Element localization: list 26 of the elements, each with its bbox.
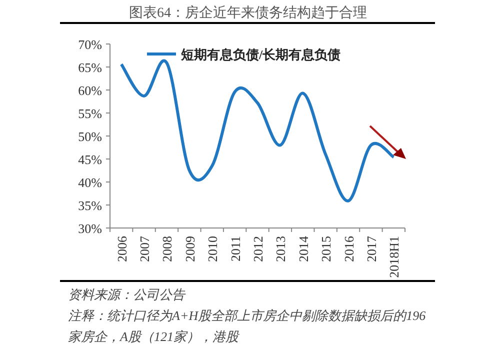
chart-title: 图表64：房企近年来债务结构趋于合理 [129, 5, 367, 21]
x-tick-label: 2015 [318, 236, 334, 262]
x-tick-label: 2006 [114, 236, 130, 262]
y-tick-label: 55% [78, 106, 102, 121]
x-tick-label: 2009 [182, 236, 198, 262]
y-tick-label: 45% [78, 152, 102, 167]
x-tick-label: 2017 [364, 236, 379, 262]
x-tick-label: 2016 [341, 236, 356, 262]
x-tick-label: 2012 [250, 236, 266, 262]
y-tick-label: 60% [78, 83, 102, 98]
x-tick-label: 2010 [205, 236, 220, 262]
y-tick-label: 40% [78, 175, 102, 190]
y-tick-label: 35% [78, 198, 102, 213]
y-tick-label: 30% [78, 221, 102, 236]
x-tick-label: 2018H1 [386, 236, 402, 278]
y-tick-label: 65% [78, 60, 102, 75]
text: 注释：统计口径为A+H股全部上市房企中剔除数据缺损后的196家房企，A股（121家），港股 [68, 307, 427, 346]
y-tick-label: 50% [78, 129, 102, 144]
text: 资料来源：公司公告 [68, 286, 187, 304]
y-tick-label: 70% [78, 37, 102, 52]
legend-label: 短期有息负债/长期有息负债 [180, 47, 341, 62]
x-tick-label: 2007 [137, 236, 152, 262]
x-tick-label: 2014 [296, 236, 311, 262]
x-tick-label: 2011 [228, 236, 243, 262]
x-tick-label: 2008 [160, 236, 175, 262]
x-tick-label: 2013 [273, 236, 288, 262]
